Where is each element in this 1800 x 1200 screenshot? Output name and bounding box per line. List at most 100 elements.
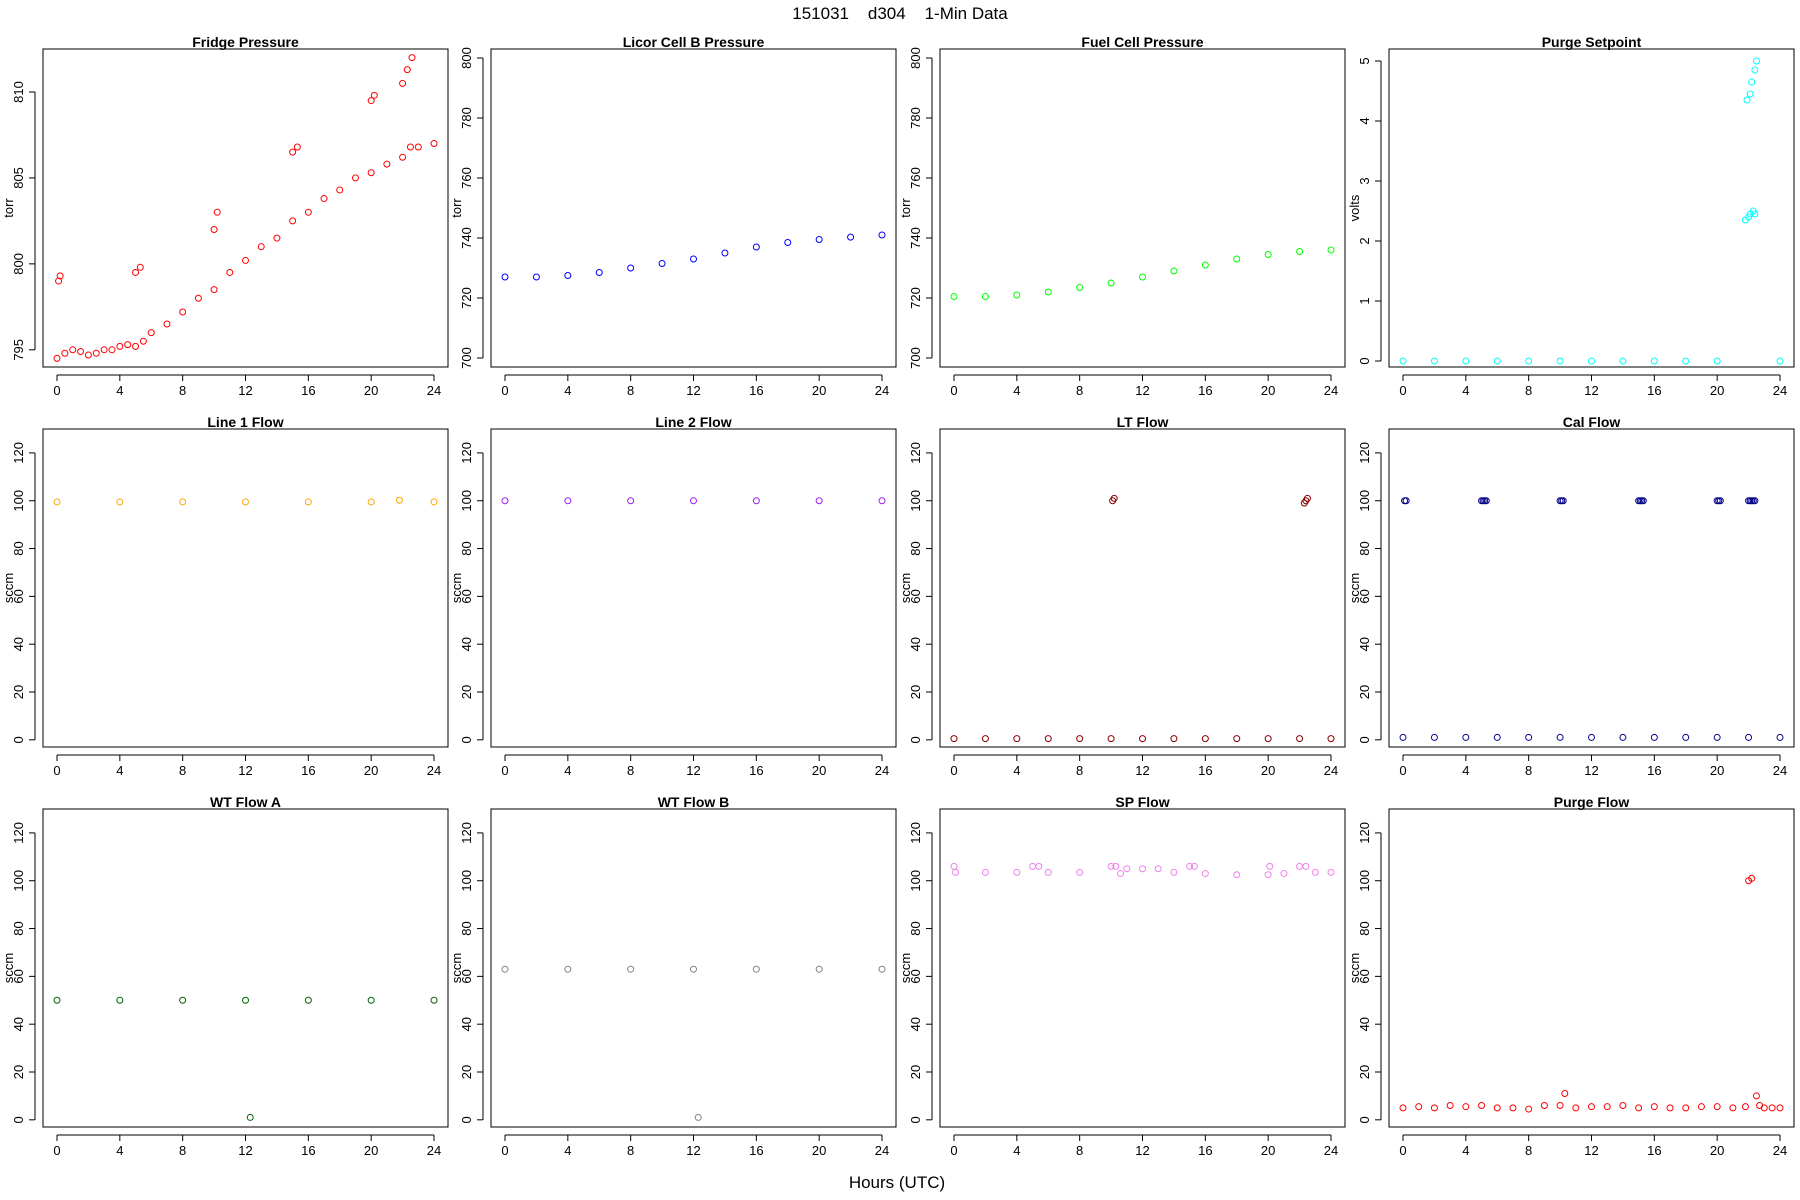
x-tick-label: 12 [686, 383, 700, 398]
plot-frame [42, 428, 449, 748]
y-tick-label: 720 [908, 287, 923, 309]
x-tick-label: 4 [1013, 763, 1020, 778]
data-point [1697, 1103, 1705, 1111]
data-point [367, 498, 375, 506]
x-tick-label: 20 [364, 383, 378, 398]
data-point [1525, 733, 1533, 741]
data-point [100, 346, 108, 354]
data-point [815, 497, 823, 505]
panel-title: SP Flow [1115, 794, 1169, 810]
panel-cal-flow: Cal Flow sccm 0 4 8 12 16 20 24 0 20 40 60 80 100 120 [1347, 414, 1795, 778]
data-point [1462, 733, 1470, 741]
y-tick-label: 800 [11, 253, 26, 275]
y-axis-label: torr [898, 198, 913, 218]
data-point [1402, 497, 1410, 505]
x-tick-label: 12 [238, 1143, 252, 1158]
data-point [1139, 273, 1146, 281]
x-tick-label: 12 [1135, 383, 1149, 398]
data-point [53, 996, 61, 1004]
data-point [1280, 870, 1288, 878]
y-tick-label: 20 [11, 685, 26, 699]
y-tick-label: 20 [459, 685, 474, 699]
data-point [406, 143, 414, 151]
y-tick-label: 40 [1357, 1017, 1372, 1031]
x-tick-label: 24 [427, 763, 441, 778]
data-point [952, 868, 960, 876]
x-tick-label: 12 [1135, 1143, 1149, 1158]
data-point [293, 143, 301, 151]
y-tick-label: 60 [11, 969, 26, 983]
panel-title: Line 1 Flow [207, 414, 283, 430]
data-point [1741, 1103, 1749, 1111]
y-tick-label: 60 [1357, 969, 1372, 983]
y-tick-label: 740 [459, 227, 474, 249]
data-point [981, 293, 989, 300]
data-point [1713, 1103, 1721, 1111]
data-point [1430, 357, 1438, 365]
data-point [1170, 868, 1178, 876]
y-axis-label: torr [449, 198, 464, 218]
data-point [210, 286, 218, 294]
data-point [1296, 248, 1304, 255]
data-point [367, 996, 375, 1004]
data-point [179, 308, 187, 316]
data-point [1107, 279, 1115, 287]
data-point [1296, 735, 1304, 743]
y-tick-label: 0 [1357, 736, 1372, 743]
plot-frame [490, 808, 897, 1128]
x-tick-label: 8 [1525, 1143, 1532, 1158]
y-tick-label: 120 [459, 442, 474, 464]
data-point [53, 498, 61, 506]
y-tick-label: 20 [908, 1065, 923, 1079]
data-point [1588, 1103, 1595, 1111]
x-tick-label: 4 [1462, 1143, 1469, 1158]
y-tick-label: 720 [459, 287, 474, 309]
data-point [950, 735, 958, 743]
y-tick-label: 80 [459, 541, 474, 555]
x-tick-label: 8 [179, 383, 186, 398]
y-tick-label: 20 [908, 685, 923, 699]
x-tick-label: 24 [427, 1143, 441, 1158]
data-point [1619, 733, 1627, 741]
data-point [690, 255, 697, 263]
data-point [1170, 267, 1178, 275]
data-point [878, 497, 886, 505]
data-point [242, 498, 249, 506]
data-point [1107, 862, 1115, 870]
data-point [690, 497, 697, 505]
data-point [1201, 261, 1209, 269]
y-tick-label: 100 [1357, 870, 1372, 892]
x-tick-label: 4 [116, 1143, 123, 1158]
y-tick-label: 20 [459, 1065, 474, 1079]
panel-line-2-flow: Line 2 Flow sccm 0 4 8 12 16 20 24 0 20 40 60 80 100 12… [449, 414, 897, 778]
data-point [370, 91, 378, 99]
y-axis-label: sccm [898, 573, 913, 603]
x-tick-label: 0 [53, 1143, 60, 1158]
data-point [1044, 868, 1052, 876]
data-point [367, 97, 375, 105]
x-tick-label: 24 [427, 383, 441, 398]
data-point [414, 143, 422, 151]
data-point [304, 498, 312, 506]
data-point [1682, 357, 1690, 365]
panel-title: WT Flow B [658, 794, 730, 810]
y-tick-label: 60 [459, 589, 474, 603]
x-tick-label: 0 [950, 763, 957, 778]
x-tick-label: 24 [1773, 763, 1787, 778]
data-point [1748, 874, 1756, 882]
x-tick-label: 12 [1584, 763, 1598, 778]
x-tick-label: 20 [364, 1143, 378, 1158]
data-point [815, 965, 823, 973]
data-point [1603, 1103, 1611, 1111]
y-tick-label: 40 [908, 637, 923, 651]
data-point [1112, 862, 1120, 870]
data-point [1751, 210, 1759, 218]
x-tick-label: 24 [1324, 1143, 1338, 1158]
data-point [981, 735, 989, 743]
data-point [77, 348, 85, 356]
data-point [1751, 66, 1759, 74]
x-tick-label: 16 [1647, 763, 1661, 778]
data-point [1233, 871, 1241, 879]
data-point [1713, 357, 1721, 365]
